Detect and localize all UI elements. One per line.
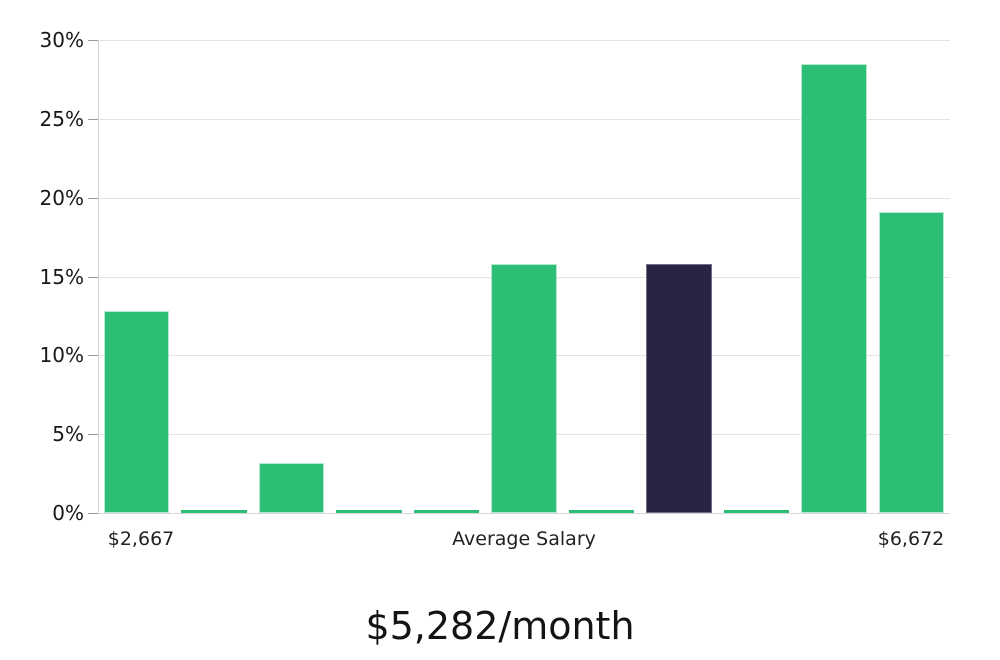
bar[interactable] — [491, 263, 557, 513]
y-axis-tick-label: 0% — [52, 501, 84, 525]
bar[interactable] — [104, 311, 170, 513]
y-tick-mark — [88, 40, 98, 41]
y-axis-tick-label: 30% — [39, 28, 84, 52]
gridline-30 — [98, 40, 950, 41]
bar[interactable] — [568, 510, 635, 513]
y-axis-tick-label: 25% — [39, 106, 84, 131]
y-tick-mark — [88, 434, 98, 436]
bar[interactable] — [723, 510, 790, 513]
bar[interactable] — [258, 462, 325, 513]
bars-layer — [98, 40, 950, 513]
bar[interactable] — [801, 63, 867, 513]
y-tick-mark — [88, 513, 98, 514]
y-tick-mark — [88, 355, 98, 357]
y-axis-tick-label: 15% — [39, 264, 84, 289]
y-axis-tick-label: 20% — [39, 185, 84, 210]
gridline-0 — [98, 513, 950, 514]
bar[interactable] — [878, 211, 944, 513]
y-axis-line — [98, 40, 99, 514]
bar-highlighted[interactable] — [646, 263, 712, 513]
chart-title: $5,282/month — [365, 604, 635, 648]
x-axis-label-max: $6,672 — [877, 528, 945, 550]
y-tick-mark — [88, 197, 98, 199]
bar[interactable] — [181, 510, 247, 513]
x-axis-label-min: $2,667 — [107, 528, 175, 550]
bar[interactable] — [413, 510, 480, 513]
y-tick-mark — [88, 276, 98, 278]
bar[interactable] — [336, 510, 402, 513]
gridline-25 — [98, 118, 950, 120]
gridline-20 — [98, 197, 950, 199]
y-axis-tick-label: 10% — [39, 343, 84, 368]
x-axis-label-center: Average Salary — [452, 528, 596, 550]
y-axis-tick-label: 5% — [52, 422, 84, 447]
y-tick-mark — [88, 118, 98, 120]
